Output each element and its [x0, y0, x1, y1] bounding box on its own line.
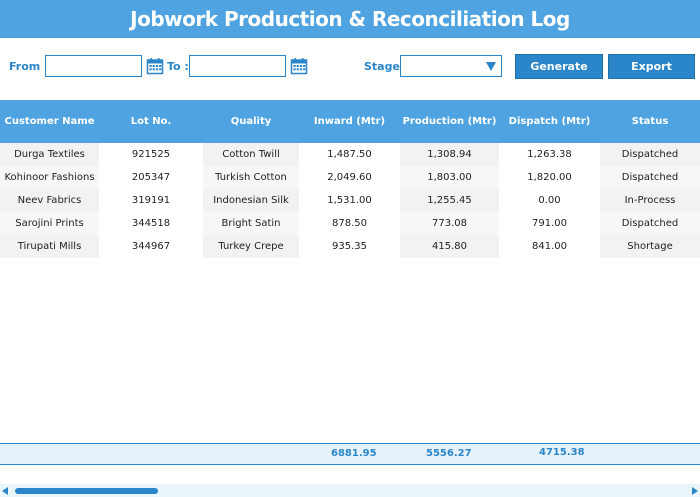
cell-quality: Bright Satin [203, 212, 299, 235]
cell-inward: 935.35 [332, 241, 367, 252]
cell-customer-name: Sarojini Prints [0, 212, 99, 235]
column-header-status[interactable]: Status [631, 116, 669, 127]
cell-production: 1,803.00 [400, 166, 499, 189]
cell-status: Dispatched [600, 166, 700, 189]
scroll-left-icon[interactable] [2, 487, 8, 495]
total-inward: 6881.95 [331, 448, 377, 459]
total-production: 5556.27 [426, 448, 472, 459]
from-label: From : [9, 60, 49, 73]
to-date-input[interactable] [189, 55, 286, 77]
cell-status: Dispatched [600, 143, 700, 166]
calendar-icon[interactable] [290, 57, 308, 75]
table-row[interactable]: Durga Textiles 921525 Cotton Twill 1,487… [0, 143, 700, 166]
column-header-quality[interactable]: Quality [230, 116, 272, 127]
scroll-right-icon[interactable] [692, 487, 698, 495]
cell-lot-no: 344967 [131, 241, 171, 252]
horizontal-scrollbar[interactable] [0, 484, 700, 497]
cell-status: Shortage [600, 235, 700, 258]
generate-button[interactable]: Generate [515, 54, 603, 79]
calendar-icon[interactable] [146, 57, 164, 75]
to-label: To : [167, 60, 189, 73]
column-header-dispatch[interactable]: Dispatch (Mtr) [508, 116, 591, 127]
column-header-inward[interactable]: Inward (Mtr) [313, 116, 386, 127]
cell-production: 415.80 [400, 235, 499, 258]
cell-inward: 2,049.60 [327, 172, 372, 183]
column-header-lot-no[interactable]: Lot No. [130, 116, 172, 127]
table-row[interactable]: Sarojini Prints 344518 Bright Satin 878.… [0, 212, 700, 235]
cell-customer-name: Kohinoor Fashions [0, 166, 99, 189]
total-dispatch: 4715.38 [539, 447, 585, 458]
export-button[interactable]: Export [608, 54, 695, 79]
cell-inward: 878.50 [332, 218, 367, 229]
table-row[interactable]: Kohinoor Fashions 205347 Turkish Cotton … [0, 166, 700, 189]
data-table: Durga Textiles 921525 Cotton Twill 1,487… [0, 143, 700, 258]
table-row[interactable]: Neev Fabrics 319191 Indonesian Silk 1,53… [0, 189, 700, 212]
cell-dispatch: 0.00 [538, 195, 561, 206]
scrollbar-thumb[interactable] [15, 488, 158, 494]
cell-quality: Cotton Twill [203, 143, 299, 166]
stage-label: Stage: [364, 60, 405, 73]
table-row[interactable]: Tirupati Mills 344967 Turkey Crepe 935.3… [0, 235, 700, 258]
totals-row: 6881.95 5556.27 4715.38 [0, 443, 700, 465]
column-header-customer-name[interactable]: Customer Name [4, 116, 95, 127]
cell-lot-no: 319191 [131, 195, 171, 206]
cell-inward: 1,487.50 [327, 149, 372, 160]
cell-quality: Turkish Cotton [203, 166, 299, 189]
stage-dropdown[interactable] [400, 55, 502, 77]
from-date-input[interactable] [45, 55, 142, 77]
cell-customer-name: Neev Fabrics [0, 189, 99, 212]
cell-lot-no: 344518 [131, 218, 171, 229]
cell-inward: 1,531.00 [327, 195, 372, 206]
cell-dispatch: 791.00 [532, 218, 567, 229]
cell-production: 1,255.45 [400, 189, 499, 212]
cell-dispatch: 841.00 [532, 241, 567, 252]
cell-lot-no: 205347 [131, 172, 171, 183]
cell-status: Dispatched [600, 212, 700, 235]
cell-dispatch: 1,820.00 [527, 172, 572, 183]
cell-quality: Turkey Crepe [203, 235, 299, 258]
column-header-production[interactable]: Production (Mtr) [402, 116, 497, 127]
cell-quality: Indonesian Silk [203, 189, 299, 212]
cell-dispatch: 1,263.38 [527, 149, 572, 160]
cell-production: 773.08 [400, 212, 499, 235]
page-title: Jobwork Production & Reconciliation Log [0, 0, 700, 38]
cell-customer-name: Durga Textiles [0, 143, 99, 166]
cell-production: 1,308.94 [400, 143, 499, 166]
table-header: Customer Name Lot No. Quality Inward (Mt… [0, 100, 700, 143]
cell-customer-name: Tirupati Mills [0, 235, 99, 258]
chevron-down-icon [486, 62, 496, 71]
cell-status: In-Process [600, 189, 700, 212]
cell-lot-no: 921525 [131, 149, 171, 160]
